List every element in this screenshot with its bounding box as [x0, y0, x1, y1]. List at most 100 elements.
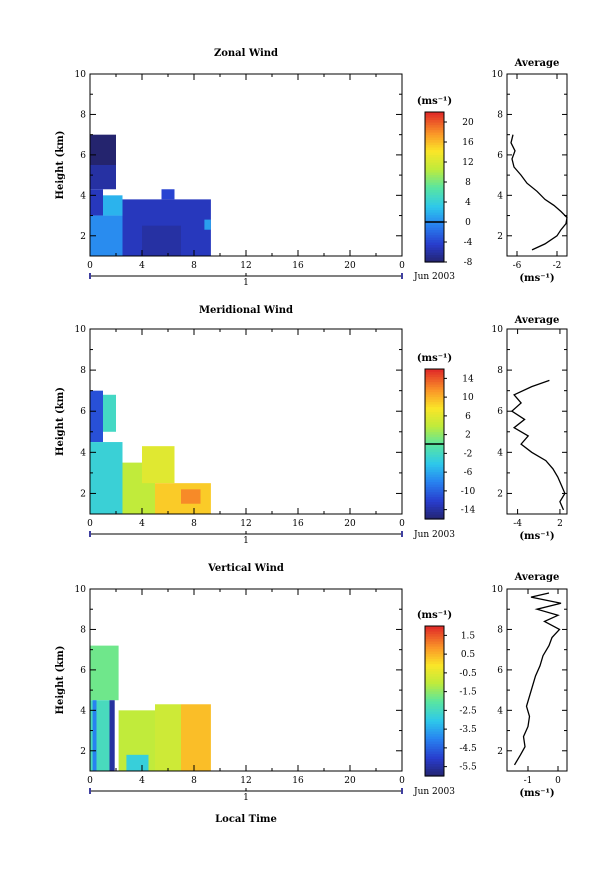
colorbar-segment [425, 189, 444, 193]
colorbar-segment [425, 661, 444, 665]
colorbar-segment [425, 481, 444, 485]
colorbar-segment [425, 728, 444, 732]
colorbar-segment [425, 516, 444, 520]
colorbar-segment [425, 681, 444, 685]
x-tick-label: 12 [240, 261, 251, 271]
day-label: 1 [243, 793, 249, 803]
x-tick-label: 8 [191, 261, 197, 271]
colorbar-segment [425, 142, 444, 146]
colorbar-segment [425, 698, 444, 702]
colorbar-segment [425, 386, 444, 390]
colorbar-segment [425, 159, 444, 163]
colorbar-segment [425, 147, 444, 151]
colorbar-segment [425, 461, 444, 465]
colorbar-segment [425, 234, 444, 238]
colorbar-segment [425, 636, 444, 640]
profile-y-tick-label: 10 [492, 585, 504, 595]
colorbar-segment [425, 753, 444, 757]
date-label: Jun 2003 [413, 787, 455, 797]
profile-frame [506, 73, 568, 257]
colorbar-segment [425, 484, 444, 488]
colorbar-segment [425, 179, 444, 183]
colorbar-tick-label: 0 [465, 218, 471, 228]
y-tick-label: 10 [75, 70, 87, 80]
colorbar-tick-label: -6 [464, 468, 473, 478]
colorbar-segment [425, 733, 444, 737]
colorbar-segment [425, 242, 444, 246]
colorbar-segment [425, 638, 444, 642]
colorbar-segment [425, 721, 444, 725]
colorbar-segment [425, 454, 444, 458]
colorbar-unit: (ms⁻¹) [417, 353, 452, 364]
colorbar-segment [425, 683, 444, 687]
profile-x-tick-label: 2 [557, 519, 563, 529]
heatmap-cell-2 [103, 394, 116, 432]
colorbar-segment [425, 628, 444, 632]
y-axis-label: Height (km) [55, 387, 66, 456]
profile-title: Average [514, 315, 560, 326]
colorbar-segment [425, 741, 444, 745]
colorbar-segment [425, 716, 444, 720]
colorbar-segment [425, 174, 444, 178]
colorbar-tick-label: -0.5 [459, 669, 477, 679]
colorbar-segment [425, 207, 444, 211]
colorbar-segment [425, 374, 444, 378]
colorbar-segment [425, 379, 444, 383]
colorbar-tick-label: 14 [462, 374, 474, 384]
colorbar-frame [424, 111, 445, 263]
colorbar-segment [425, 474, 444, 478]
colorbar-segment [425, 506, 444, 510]
colorbar-segment [425, 653, 444, 657]
x-tick-label: 0 [399, 261, 405, 271]
colorbar-segment [425, 651, 444, 655]
colorbar-segment [425, 676, 444, 680]
colorbar-segment [425, 746, 444, 750]
colorbar-segment [425, 693, 444, 697]
colorbar-segment [425, 491, 444, 495]
colorbar-segment [425, 509, 444, 513]
profile-y-tick-label: 6 [497, 666, 503, 676]
profile-y-tick-label: 2 [497, 489, 503, 499]
colorbar-segment [425, 384, 444, 388]
colorbar: -8 -4 0 4 8 12 16 20 (ms⁻¹) [417, 96, 474, 268]
profile-x-axis-label: (ms⁻¹) [519, 531, 554, 542]
colorbar-segment [425, 469, 444, 473]
profile-title: Average [514, 58, 560, 69]
colorbar-segment [425, 204, 444, 208]
profile-frame [506, 588, 568, 772]
colorbar-segment [425, 511, 444, 515]
colorbar-segment [425, 758, 444, 762]
colorbar: -14 -10 -6 -2 2 6 10 14 (ms⁻¹) [417, 353, 476, 520]
profile-y-tick-label: 8 [497, 366, 503, 376]
y-tick-label: 10 [75, 585, 87, 595]
colorbar-segment [425, 738, 444, 742]
heatmap-cell-9 [204, 219, 211, 230]
y-tick-label: 2 [80, 747, 86, 757]
profile-line [510, 379, 566, 511]
y-axis-label: Height (km) [55, 131, 66, 200]
colorbar-segment [425, 192, 444, 196]
colorbar-segment [425, 663, 444, 667]
colorbar-segment [425, 217, 444, 221]
profile-x-tick-label: -4 [513, 519, 522, 529]
colorbar-segment [425, 713, 444, 717]
y-tick-label: 4 [80, 448, 86, 458]
colorbar-segment [425, 439, 444, 443]
colorbar-tick-label: -2 [464, 449, 473, 459]
x-tick-label: 16 [292, 519, 304, 529]
profile-y-tick-label: 2 [497, 747, 503, 757]
colorbar-segment [425, 441, 444, 445]
colorbar-segment [425, 673, 444, 677]
colorbar-segment [425, 743, 444, 747]
profile-line [510, 134, 568, 251]
colorbar-segment [425, 489, 444, 493]
heatmap-cells [90, 134, 211, 256]
colorbar-segment [425, 701, 444, 705]
heatmap-cell-6 [155, 704, 181, 771]
colorbar-segment [425, 381, 444, 385]
colorbar-tick-label: 8 [465, 178, 471, 188]
colorbar-tick-label: -3.5 [459, 725, 477, 735]
colorbar-segment [425, 212, 444, 216]
colorbar-segment [425, 237, 444, 241]
